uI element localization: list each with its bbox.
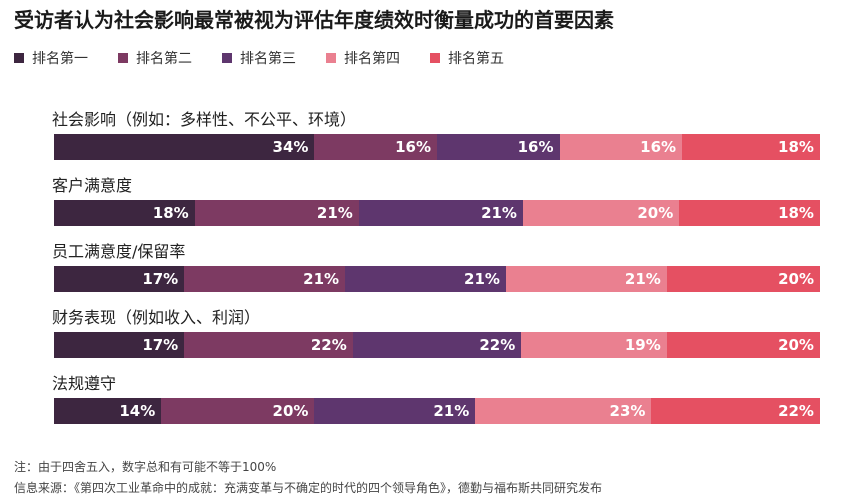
- bar-segment: 20%: [666, 332, 820, 358]
- bar-segment: 18%: [54, 200, 195, 226]
- bar-segment: 22%: [184, 332, 353, 358]
- legend: 排名第一 排名第二 排名第三 排名第四 排名第五: [14, 48, 504, 68]
- bar-segment: 16%: [314, 134, 437, 160]
- category-label: 员工满意度/保留率: [52, 242, 186, 261]
- legend-item: 排名第一: [14, 48, 88, 68]
- bar-segment: 22%: [352, 332, 522, 358]
- legend-swatch: [430, 53, 440, 63]
- bar-segment: 20%: [161, 398, 315, 424]
- bar-segment: 21%: [358, 200, 523, 226]
- legend-label: 排名第二: [136, 51, 192, 67]
- bar-segment: 21%: [184, 266, 346, 292]
- legend-swatch: [14, 53, 24, 63]
- legend-label: 排名第三: [240, 51, 296, 67]
- stacked-bar: 34% 16% 16% 16% 18%: [54, 134, 820, 160]
- bar-segment: 18%: [679, 200, 820, 226]
- bar-segment: 34%: [54, 134, 315, 160]
- stacked-bar: 18% 21% 21% 20% 18%: [54, 200, 820, 226]
- chart-title: 受访者认为社会影响最常被视为评估年度绩效时衡量成功的首要因素: [14, 8, 614, 32]
- bar-segment: 21%: [194, 200, 359, 226]
- bar-segment: 21%: [505, 266, 667, 292]
- bar-segment: 17%: [54, 332, 185, 358]
- bar-segment: 16%: [559, 134, 683, 160]
- bar-segment: 20%: [666, 266, 820, 292]
- legend-swatch: [326, 53, 336, 63]
- bar-segment: 18%: [682, 134, 820, 160]
- category-label: 法规遵守: [52, 374, 117, 393]
- stacked-bar: 17% 22% 22% 19% 20%: [54, 332, 820, 358]
- category-label: 客户满意度: [52, 176, 133, 195]
- legend-item: 排名第三: [222, 48, 296, 68]
- legend-swatch: [222, 53, 232, 63]
- footnote-note: 注：由于四舍五入，数字总和有可能不等于100%: [14, 460, 277, 474]
- legend-label: 排名第五: [448, 51, 504, 67]
- bar-segment: 14%: [54, 398, 162, 424]
- category-label: 财务表现（例如收入、利润）: [52, 308, 261, 327]
- bar-segment: 19%: [521, 332, 667, 358]
- bar-segment: 20%: [522, 200, 680, 226]
- footnote-source: 信息来源：《第四次工业革命中的成就：充满变革与不确定的时代的四个领导角色》，德勤…: [14, 481, 603, 495]
- bar-segment: 21%: [314, 398, 476, 424]
- legend-item: 排名第五: [430, 48, 504, 68]
- bar-segment: 21%: [345, 266, 506, 292]
- category-label: 社会影响（例如：多样性、不公平、环境）: [52, 110, 357, 129]
- legend-label: 排名第四: [344, 51, 400, 67]
- stacked-bar: 14% 20% 21% 23% 22%: [54, 398, 820, 424]
- bar-segment: 16%: [436, 134, 560, 160]
- bar-segment: 22%: [651, 398, 820, 424]
- bar-segment: 23%: [475, 398, 652, 424]
- legend-swatch: [118, 53, 128, 63]
- legend-item: 排名第二: [118, 48, 192, 68]
- bar-segment: 17%: [54, 266, 185, 292]
- legend-item: 排名第四: [326, 48, 400, 68]
- legend-label: 排名第一: [32, 51, 88, 67]
- stacked-bar: 17% 21% 21% 21% 20%: [54, 266, 820, 292]
